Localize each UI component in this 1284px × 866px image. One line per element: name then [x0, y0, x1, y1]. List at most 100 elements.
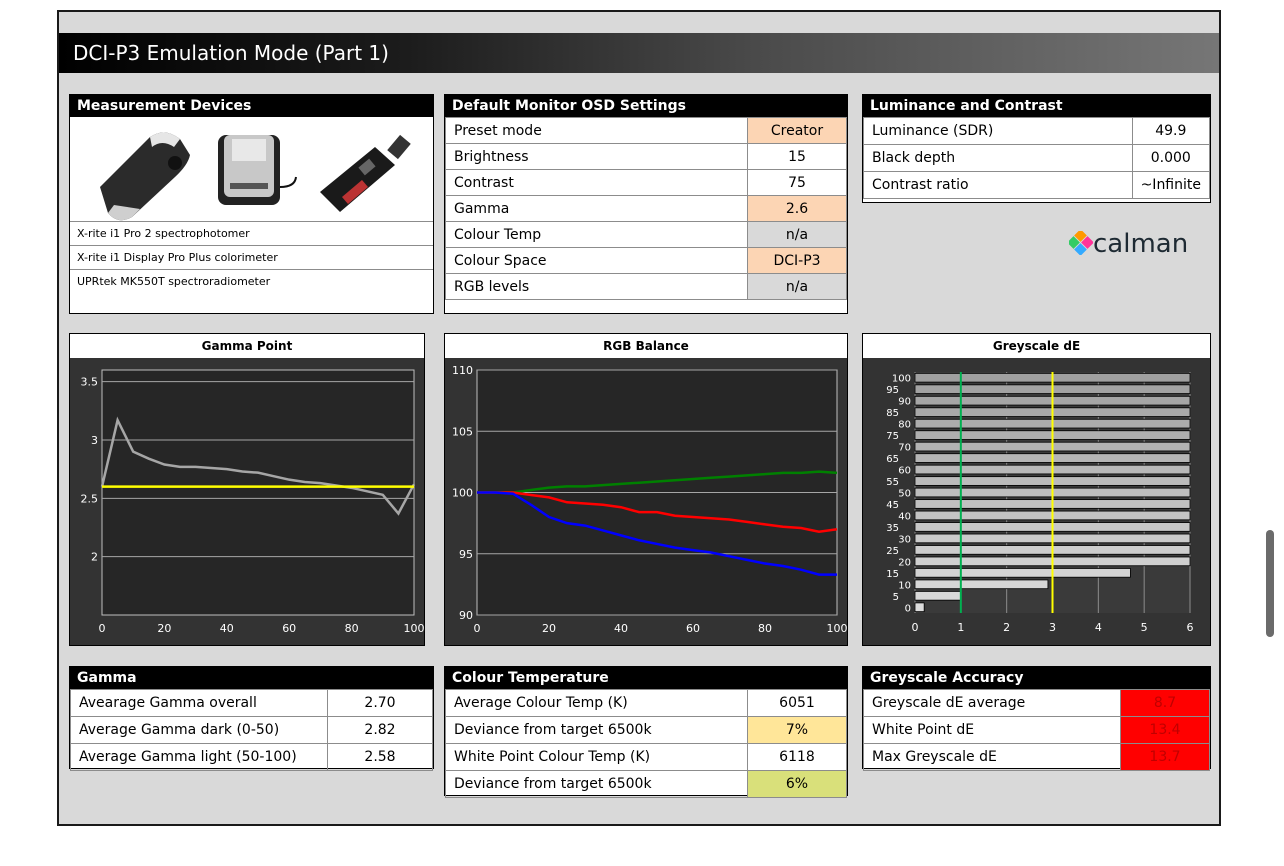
x-tick-label: 5 [1141, 621, 1148, 634]
row-value: n/a [747, 221, 847, 248]
table-row: Max Greyscale dE 13.7 [863, 743, 1210, 771]
x-tick-label: 0 [474, 622, 481, 635]
row-value: n/a [747, 273, 847, 300]
x-tick-label: 1 [957, 621, 964, 634]
y-tick-label: 105 [452, 425, 473, 438]
row-label: Average Gamma dark (0-50) [70, 716, 328, 744]
table-row: Deviance from target 6500k 6% [445, 770, 847, 798]
device-item: UPRtek MK550T spectroradiometer [70, 269, 433, 293]
rgb-balance-chart: RGB Balance 90 95 100 105 110 0 20 40 60 80 100 [444, 333, 848, 646]
measurement-devices-panel: Measurement Devices [69, 94, 434, 314]
y-tick-label: 95 [459, 548, 473, 561]
table-row: White Point Colour Temp (K) 6118 [445, 743, 847, 771]
table-row: White Point dE 13.4 [863, 716, 1210, 744]
row-value: 7% [747, 716, 847, 744]
row-value: 49.9 [1131, 117, 1211, 145]
spectrophotometer-image [100, 132, 190, 221]
table-row: Brightness 15 [445, 143, 847, 170]
x-tick-label: 0 [99, 622, 106, 635]
row-value: 2.70 [327, 689, 433, 717]
x-tick-label: 3 [1049, 621, 1056, 634]
x-tick-label: 40 [220, 622, 234, 635]
luminance-table: Luminance (SDR) 49.9 Black depth 0.000 Contr… [863, 117, 1211, 199]
row-value: 0.000 [1131, 144, 1211, 172]
row-label: White Point Colour Temp (K) [445, 743, 748, 771]
row-value: 13.7 [1120, 743, 1210, 771]
y-tick-label: 10 [898, 580, 911, 591]
plot-frame [101, 369, 415, 616]
colour-temperature-panel: Colour Temperature Average Colour Temp (… [444, 666, 848, 798]
x-tick-label: 100 [404, 622, 425, 635]
row-label: Colour Space [445, 247, 748, 274]
bar [914, 579, 1049, 590]
y-tick-label: 100 [892, 374, 911, 385]
luminance-contrast-panel: Luminance and Contrast Luminance (SDR) 49… [862, 94, 1211, 203]
row-label: Brightness [445, 143, 748, 170]
row-label: Contrast [445, 169, 748, 196]
calman-logo: calman [1067, 229, 1189, 259]
table-row: Avearage Gamma overall 2.70 [70, 689, 433, 717]
x-tick-label: 80 [758, 622, 772, 635]
table-row: Contrast 75 [445, 169, 847, 196]
y-tick-label: 60 [898, 466, 911, 477]
row-value: 2.6 [747, 195, 847, 222]
row-label: Black depth [863, 144, 1133, 172]
vertical-scrollbar[interactable] [1266, 530, 1274, 637]
x-tick-label: 60 [282, 622, 296, 635]
colour-temperature-heading: Colour Temperature [445, 667, 847, 689]
y-tick-label: 30 [898, 534, 911, 545]
row-label: Max Greyscale dE [863, 743, 1121, 771]
table-row: Average Gamma light (50-100) 2.58 [70, 743, 433, 771]
series-line [477, 491, 838, 533]
x-tick-label: 100 [827, 622, 848, 635]
row-label: Average Colour Temp (K) [445, 689, 748, 717]
colour-temperature-table: Average Colour Temp (K) 6051 Deviance from… [445, 689, 847, 798]
device-photos [100, 132, 411, 221]
y-tick-label: 3 [91, 434, 98, 447]
table-row: Colour Temp n/a [445, 221, 847, 248]
bar [914, 602, 925, 613]
row-value: 2.82 [327, 716, 433, 744]
y-tick-label: 20 [898, 557, 911, 568]
chart-title: Gamma Point [70, 334, 424, 358]
series-line [477, 470, 838, 494]
series-line [477, 491, 837, 576]
chart-title: Greyscale dE [863, 334, 1210, 358]
y-tick-label: 90 [898, 397, 911, 408]
table-row: RGB levels n/a [445, 273, 847, 300]
row-label: Luminance (SDR) [863, 117, 1133, 145]
spectroradiometer-image [320, 134, 411, 212]
calman-logo-text: calman [1093, 229, 1189, 259]
y-tick-label: 3.5 [81, 376, 99, 389]
y-tick-label: 25 [886, 546, 899, 557]
y-tick-label: 55 [886, 477, 899, 488]
x-tick-label: 6 [1187, 621, 1194, 634]
row-label: RGB levels [445, 273, 748, 300]
page-title: DCI-P3 Emulation Mode (Part 1) [59, 33, 1219, 73]
chart-title: RGB Balance [445, 334, 847, 358]
gamma-point-chart: Gamma Point 2 2.5 3 3.5 0 20 40 60 80 100 [69, 333, 425, 646]
report-frame: DCI-P3 Emulation Mode (Part 1) Measureme… [57, 10, 1221, 826]
y-tick-label: 0 [905, 603, 911, 614]
row-label: Deviance from target 6500k [445, 770, 748, 798]
x-tick-label: 0 [912, 621, 919, 634]
osd-settings-panel: Default Monitor OSD Settings Preset mode… [444, 94, 848, 314]
chart-plot-area: 90 95 100 105 110 0 20 40 60 80 100 [452, 364, 848, 635]
row-value: 6% [747, 770, 847, 798]
measurement-devices-heading: Measurement Devices [70, 95, 433, 117]
device-item: X-rite i1 Display Pro Plus colorimeter [70, 245, 433, 269]
x-tick-label: 60 [686, 622, 700, 635]
greyscale-accuracy-table: Greyscale dE average 8.7 White Point dE 13.… [863, 689, 1210, 771]
table-row: Luminance (SDR) 49.9 [863, 117, 1211, 145]
device-images [70, 117, 433, 221]
y-tick-label: 15 [886, 569, 899, 580]
y-tick-label: 2.5 [81, 492, 99, 505]
x-tick-label: 4 [1095, 621, 1102, 634]
chart-plot-area: 2 2.5 3 3.5 0 20 40 60 80 100 [81, 369, 425, 635]
row-label: Average Gamma light (50-100) [70, 743, 328, 771]
bar [914, 568, 1131, 578]
y-tick-label: 80 [898, 420, 911, 431]
row-label: Contrast ratio [863, 171, 1133, 199]
row-value: 6051 [747, 689, 847, 717]
row-value: 75 [747, 169, 847, 196]
